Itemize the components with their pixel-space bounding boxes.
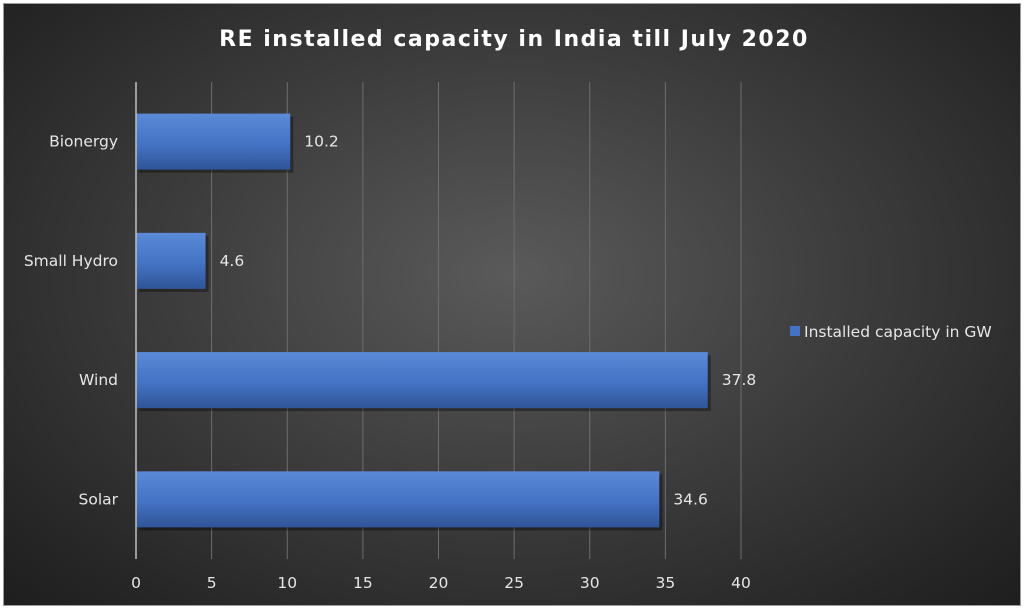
category-label: Solar: [79, 490, 119, 508]
x-tick-label: 40: [731, 574, 751, 592]
category-label: Small Hydro: [24, 252, 118, 270]
bar: [136, 232, 206, 289]
x-tick-label: 20: [429, 574, 449, 592]
bars: 10.2 4.6 37.8 34.6: [136, 113, 757, 531]
x-tick-label: 30: [580, 574, 600, 592]
data-label: 37.8: [722, 371, 757, 389]
x-tick-label: 10: [277, 574, 297, 592]
legend-swatch: [790, 326, 800, 336]
chart-area: RE installed capacity in India till July…: [3, 3, 1021, 606]
x-tick-label: 5: [207, 574, 217, 592]
legend: Installed capacity in GW: [790, 323, 992, 341]
data-label: 4.6: [220, 252, 245, 270]
axes: 0 5 10 15 20 25 30 35 40 Bionergy Small Hydro Wind S…: [24, 82, 751, 592]
x-tick-label: 0: [131, 574, 141, 592]
bar-chart: RE installed capacity in India till July…: [24, 27, 992, 592]
bar: [136, 113, 291, 170]
data-label: 10.2: [304, 133, 339, 151]
x-tick-label: 25: [504, 574, 524, 592]
category-label: Bionergy: [49, 133, 118, 151]
category-label: Wind: [79, 371, 118, 389]
x-tick-label: 35: [656, 574, 676, 592]
bar: [136, 471, 660, 528]
x-tick-label: 15: [353, 574, 373, 592]
bar: [136, 352, 708, 409]
chart-title: RE installed capacity in India till July…: [219, 27, 809, 52]
data-label: 34.6: [673, 490, 708, 508]
legend-label: Installed capacity in GW: [804, 323, 992, 341]
